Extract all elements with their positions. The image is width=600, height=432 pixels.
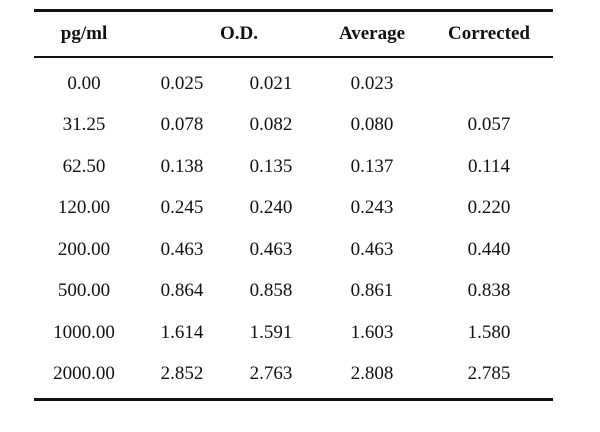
- cell-concentration: 62.50: [62, 155, 106, 177]
- cell-od-1: 1.614: [160, 321, 204, 343]
- cell-corrected: 0.057: [467, 114, 511, 135]
- cell-od-2: 1.591: [249, 321, 293, 343]
- cell-corrected: 0.114: [467, 155, 511, 177]
- cell-od-2: 0.021: [249, 72, 293, 94]
- cell-od-2: 0.135: [249, 155, 293, 177]
- cell-corrected: 1.580: [467, 321, 511, 343]
- cell-average: 0.080: [350, 114, 394, 135]
- cell-concentration: 120.00: [57, 197, 111, 218]
- cell-od-1: 2.852: [160, 363, 204, 384]
- table-body: 0.00 0.025 0.021 0.023 31.25 0.078 0.082…: [34, 58, 553, 398]
- cell-concentration: 31.25: [62, 114, 106, 135]
- table-row: 62.50 0.138 0.135 0.137 0.114: [34, 146, 553, 188]
- table-row: 2000.00 2.852 2.763 2.808 2.785: [34, 353, 553, 395]
- cell-od-1: 0.463: [160, 238, 204, 260]
- table-row: 0.00 0.025 0.021 0.023: [34, 63, 553, 105]
- cell-od-2: 0.240: [249, 197, 293, 218]
- cell-od-2: 2.763: [249, 363, 293, 384]
- table-header-rule: [34, 56, 553, 58]
- cell-concentration: 500.00: [57, 280, 111, 301]
- header-corrected: Corrected: [448, 23, 530, 44]
- cell-average: 0.861: [350, 280, 394, 301]
- table-bottom-rule: [34, 397, 553, 401]
- cell-average: 0.243: [350, 197, 394, 218]
- cell-corrected: 0.838: [467, 280, 511, 301]
- cell-od-2: 0.463: [249, 238, 293, 260]
- table-top-rule: [34, 9, 553, 12]
- header-concentration: pg/ml: [60, 23, 108, 44]
- header-average: Average: [338, 23, 406, 44]
- cell-average: 0.463: [350, 238, 394, 260]
- cell-average: 1.603: [350, 321, 394, 343]
- cell-corrected: 0.220: [467, 197, 511, 218]
- cell-od-2: 0.082: [249, 114, 293, 135]
- cell-corrected: 2.785: [467, 363, 511, 384]
- cell-od-2: 0.858: [249, 280, 293, 301]
- cell-od-1: 0.245: [160, 197, 204, 218]
- cell-average: 2.808: [350, 363, 394, 384]
- cell-average: 0.137: [350, 155, 394, 177]
- table-row: 200.00 0.463 0.463 0.463 0.440: [34, 229, 553, 271]
- header-od: O.D.: [220, 23, 258, 44]
- cell-concentration: 2000.00: [53, 363, 115, 384]
- cell-corrected: 0.440: [467, 238, 511, 260]
- cell-od-1: 0.138: [160, 155, 204, 177]
- cell-average: 0.023: [350, 72, 394, 94]
- table-row: 500.00 0.864 0.858 0.861 0.838: [34, 270, 553, 312]
- cell-concentration: 1000.00: [53, 321, 115, 343]
- table-row: 120.00 0.245 0.240 0.243 0.220: [34, 187, 553, 229]
- cell-od-1: 0.025: [160, 72, 204, 94]
- cell-od-1: 0.864: [160, 280, 204, 301]
- cell-concentration: 0.00: [67, 72, 101, 94]
- standard-curve-table: pg/ml O.D. Average Corrected 0.00 0.025 …: [34, 9, 553, 401]
- table-row: 31.25 0.078 0.082 0.080 0.057: [34, 104, 553, 146]
- cell-concentration: 200.00: [57, 238, 111, 260]
- cell-corrected: [426, 63, 552, 105]
- table-header-row: pg/ml O.D. Average Corrected: [34, 12, 553, 56]
- cell-od-1: 0.078: [160, 114, 204, 135]
- table-row: 1000.00 1.614 1.591 1.603 1.580: [34, 312, 553, 354]
